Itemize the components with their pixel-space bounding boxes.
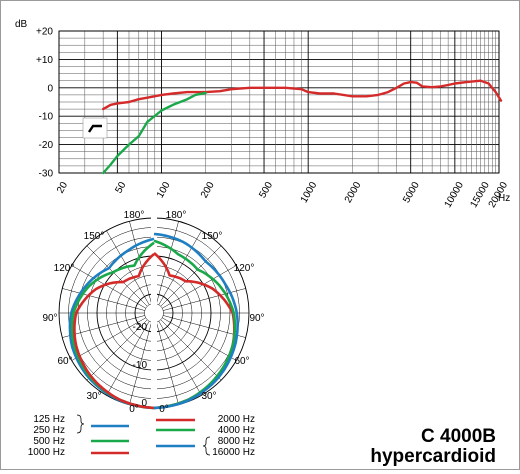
legend-label: 4000 Hz (218, 425, 255, 436)
polar-curve-left (73, 253, 155, 410)
x-axis-label: Hz (498, 193, 510, 204)
legend-brace (202, 436, 211, 456)
polar-spoke (129, 221, 152, 304)
polar-spoke (62, 288, 145, 311)
polar-angle-label: 120° (54, 263, 75, 274)
response-curve-red (102, 79, 503, 111)
polar-angle-label: 30° (201, 391, 216, 402)
polar-spoke (71, 317, 146, 361)
polar-curve-right (153, 232, 239, 410)
legend-label: 500 Hz (33, 436, 65, 447)
legend-label: 16000 Hz (212, 447, 255, 458)
polar-pattern-name: hypercardioid (370, 446, 496, 467)
polar-angle-label: 150° (202, 231, 223, 242)
polar-spoke (62, 315, 145, 338)
polar-angle-labels: 180° 180° 150° 150° 120° 120° 90° 90° 60° 60° 30° 3… (42, 210, 264, 415)
polar-spoke (158, 321, 202, 396)
polar-angle-label: 150° (84, 231, 105, 242)
polar-spoke (129, 322, 152, 405)
y-tick-label: -10 (39, 112, 54, 123)
polar-spoke (106, 321, 150, 396)
polar-center-gap (151, 214, 157, 412)
plot-border (58, 30, 500, 174)
polar-angle-label: 180° (166, 210, 187, 221)
x-tick-label: 50 (113, 180, 128, 196)
x-tick-label: 20 (55, 180, 70, 196)
polar-spoke (162, 317, 237, 361)
frequency-response-chart: dB +20 +10 0 -10 -20 -30 20 50 100 200 500 1000 200… (15, 19, 510, 210)
y-tick-label: +20 (36, 27, 53, 38)
polar-spoke (163, 315, 246, 338)
polar-radial-labels: -20 -10 0 (133, 322, 148, 409)
polar-spoke (156, 322, 179, 405)
polar-radial-label: -10 (133, 360, 148, 371)
polar-grid (58, 214, 250, 412)
x-tick-label: 10000 (443, 180, 467, 210)
filter-icon (82, 117, 108, 139)
model-name: C 4000B (421, 426, 496, 447)
legend-label: 125 Hz (33, 414, 65, 425)
y-tick-label: +10 (36, 55, 53, 66)
legend-label: 1000 Hz (28, 447, 65, 458)
polar-spoke (86, 319, 148, 381)
x-tick-label: 5000 (401, 180, 422, 205)
polar-spoke (162, 265, 237, 309)
polar-angle-label: 30° (86, 391, 101, 402)
legend-brace (76, 414, 85, 434)
polar-angle-label: 90° (249, 313, 264, 324)
x-tick-label: 100 (155, 180, 173, 200)
polar-radial-label: 0 (141, 398, 147, 409)
polar-curve-right (153, 252, 236, 410)
polar-angle-label: 60° (234, 356, 249, 367)
y-tick-label: 0 (47, 83, 53, 94)
polar-spoke (71, 265, 146, 309)
y-tick-label: -30 (39, 169, 54, 180)
polar-angle-label: 90° (42, 313, 57, 324)
legend-label: 2000 Hz (218, 414, 255, 425)
y-tick-label: -20 (39, 140, 54, 151)
polar-spoke (160, 319, 222, 381)
response-curve-green (102, 91, 207, 175)
x-tick-label: 1000 (299, 180, 320, 205)
legend-label: 250 Hz (33, 425, 65, 436)
x-tick-label: 200 (199, 180, 217, 200)
frequency-series (102, 79, 503, 175)
polar-angle-label: 60° (57, 356, 72, 367)
x-tick-label: 2000 (343, 180, 364, 205)
x-tick-label: 500 (257, 180, 275, 200)
polar-spoke (86, 245, 148, 307)
polar-series (68, 232, 239, 410)
polar-angle-label: 0° (129, 404, 139, 415)
polar-spoke (160, 245, 222, 307)
polar-pattern-chart: 180° 180° 150° 150° 120° 120° 90° 90° 60° 60° 30° 3… (42, 210, 264, 415)
polar-radial-label: -20 (133, 322, 148, 333)
polar-spoke (163, 288, 246, 311)
polar-spoke (156, 221, 179, 304)
y-axis-label: dB (15, 19, 28, 30)
polar-angle-label: 180° (124, 210, 145, 221)
polar-angle-label: 120° (234, 263, 255, 274)
polar-spoke (158, 230, 202, 305)
legend-label: 8000 Hz (218, 436, 255, 447)
y-tick-labels: +20 +10 0 -10 -20 -30 (36, 27, 53, 180)
polar-angle-label: 0° (159, 404, 169, 415)
